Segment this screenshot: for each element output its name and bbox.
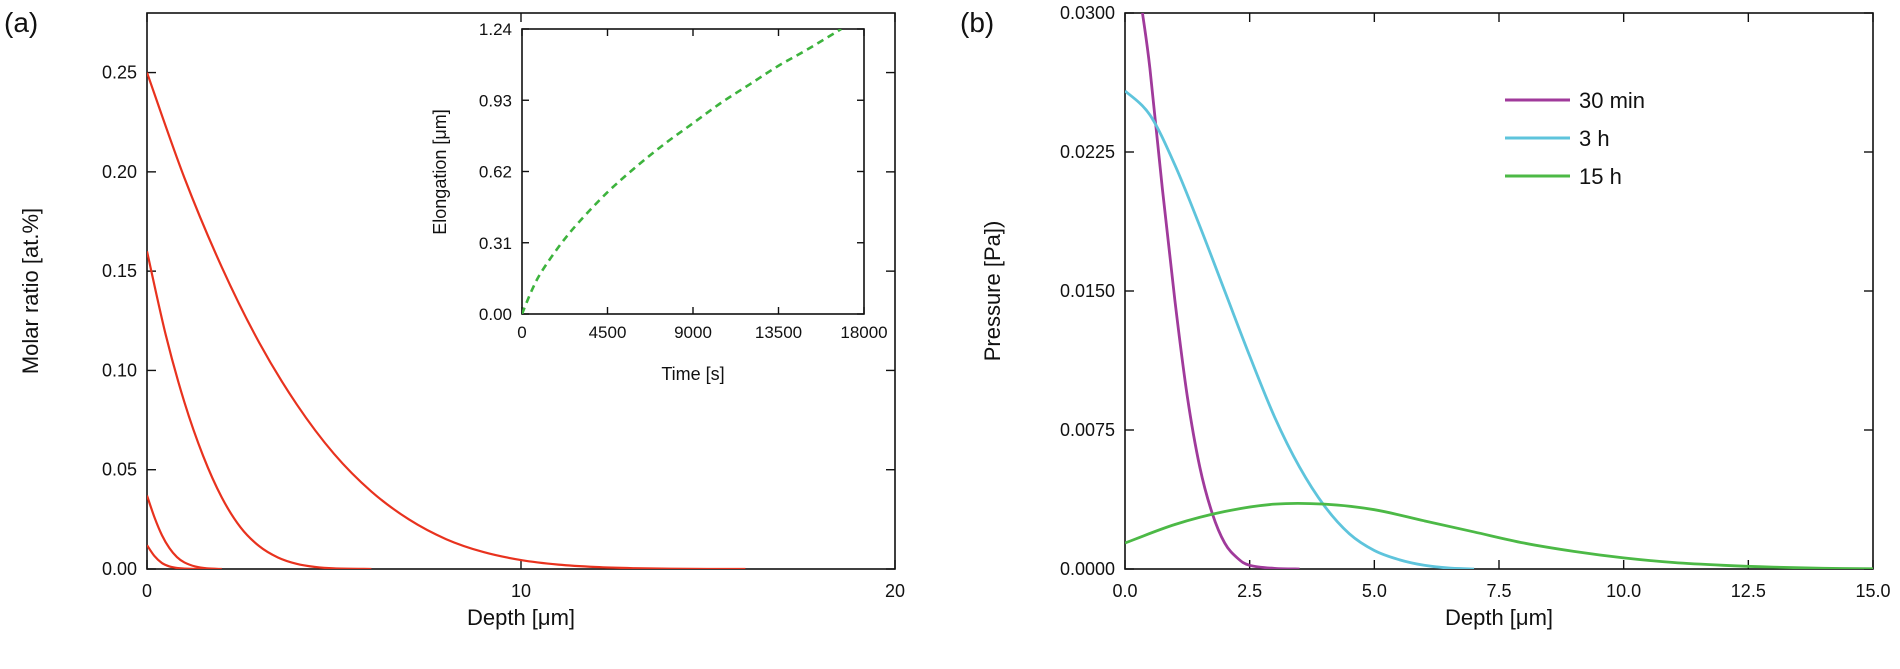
panel-b-x-axis: 0.0 2.5 5.0 7.5 10.0 12.5 15.0	[1112, 13, 1891, 601]
panel-a-y-axis-label: Molar ratio [at.%]	[18, 208, 43, 374]
inset-frame	[521, 28, 865, 315]
x-tick-label: 2.5	[1237, 581, 1262, 601]
x-tick-label: 0	[517, 323, 526, 342]
x-tick-label: 0.0	[1112, 581, 1137, 601]
panel-a: (a) 0.00 0.05 0.10 0.15 0.20 0.25 0 10 20 Depth…	[4, 7, 905, 630]
inset-y-axis: 0.00 0.31 0.62 0.93 1.24	[479, 20, 864, 324]
legend-label: 30 min	[1579, 88, 1645, 113]
x-tick-label: 9000	[674, 323, 712, 342]
y-tick-label: 0.0300	[1060, 3, 1115, 23]
panel-a-x-axis-label: Depth [μm]	[467, 605, 575, 630]
y-tick-label: 0.20	[102, 162, 137, 182]
series-line-profile-4	[147, 72, 746, 569]
panel-a-label: (a)	[4, 7, 38, 38]
panel-b-frame	[1124, 12, 1874, 570]
panel-a-frame	[146, 12, 896, 570]
y-tick-label: 0.0000	[1060, 559, 1115, 579]
y-tick-label: 0.0150	[1060, 281, 1115, 301]
y-tick-label: 0.15	[102, 261, 137, 281]
y-tick-label: 0.00	[479, 305, 512, 324]
panel-a-y-axis: 0.00 0.05 0.10 0.15 0.20 0.25	[102, 63, 895, 579]
panel-b-legend: 30 min 3 h 15 h	[1505, 88, 1645, 189]
panel-b-series	[1125, 13, 1873, 569]
x-tick-label: 5.0	[1362, 581, 1387, 601]
inset-x-axis-label: Time [s]	[661, 364, 724, 384]
legend-label: 3 h	[1579, 126, 1610, 151]
y-tick-label: 0.05	[102, 460, 137, 480]
series-line-profile-3	[147, 251, 372, 569]
y-tick-label: 0.00	[102, 559, 137, 579]
x-tick-label: 20	[885, 581, 905, 601]
y-tick-label: 0.31	[479, 234, 512, 253]
x-tick-label: 12.5	[1731, 581, 1766, 601]
panel-b-y-axis-label: Pressure [Pa])	[980, 221, 1005, 362]
panel-b-y-axis: 0.0000 0.0075 0.0150 0.0225 0.0300	[1060, 3, 1873, 579]
series-line-3-h	[1125, 89, 1475, 569]
y-tick-label: 1.24	[479, 20, 512, 39]
y-tick-label: 0.93	[479, 91, 512, 110]
x-tick-label: 4500	[589, 323, 627, 342]
inset-y-axis-label: Elongation [μm]	[430, 109, 450, 234]
x-tick-label: 7.5	[1486, 581, 1511, 601]
y-tick-label: 0.62	[479, 163, 512, 182]
x-tick-label: 18000	[840, 323, 887, 342]
x-tick-label: 10.0	[1606, 581, 1641, 601]
x-tick-label: 15.0	[1855, 581, 1890, 601]
x-tick-label: 10	[511, 581, 531, 601]
panel-b: (b) 0.0000 0.0075 0.0150 0.0225 0.0300 0.0 2.…	[960, 3, 1891, 630]
inset-series	[522, 29, 842, 314]
legend-label: 15 h	[1579, 164, 1622, 189]
y-tick-label: 0.10	[102, 360, 137, 380]
series-line-profile-2	[147, 495, 222, 569]
x-tick-label: 13500	[755, 323, 802, 342]
panel-a-series	[147, 72, 746, 569]
series-line-elongation	[522, 29, 842, 314]
series-line-profile-1	[147, 544, 204, 569]
y-tick-label: 0.0075	[1060, 420, 1115, 440]
y-tick-label: 0.25	[102, 63, 137, 83]
series-line-15-h	[1125, 501, 1873, 569]
panel-a-x-axis: 0 10 20	[142, 13, 905, 601]
x-tick-label: 0	[142, 581, 152, 601]
panel-b-label: (b)	[960, 7, 994, 38]
inset-chart: 0.00 0.31 0.62 0.93 1.24 0 4500 9000 13500 18000…	[430, 20, 888, 384]
inset-x-axis: 0 4500 9000 13500 18000	[517, 29, 888, 342]
panel-b-x-axis-label: Depth [μm]	[1445, 605, 1553, 630]
series-line-30-min	[1141, 13, 1300, 569]
y-tick-label: 0.0225	[1060, 142, 1115, 162]
